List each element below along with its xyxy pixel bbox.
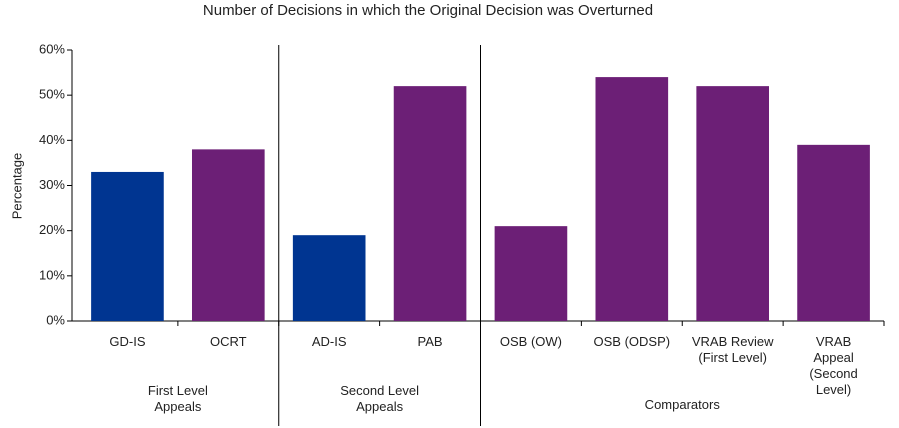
y-tick-label: 40% (39, 132, 65, 147)
group-label: First Level Appeals (147, 383, 208, 414)
y-tick-label: 30% (39, 177, 65, 192)
bar (494, 226, 568, 321)
x-tick-label: PAB (417, 334, 443, 349)
group-label: Second Level Appeals (340, 383, 420, 414)
y-tick-label: 60% (39, 41, 65, 56)
x-tick-label: VRAB Appeal (Second Level) (809, 334, 858, 397)
bar (191, 149, 265, 321)
y-tick-label: 0% (46, 312, 65, 327)
chart-title: Number of Decisions in which the Origina… (203, 2, 653, 19)
x-tick-label: AD-IS (311, 334, 347, 349)
bar (595, 77, 669, 321)
bar (696, 86, 770, 321)
x-tick-label: OSB (OW) (499, 334, 562, 349)
x-tick-label: VRAB Review (First Level) (691, 334, 774, 365)
y-axis-label: Percentage (9, 153, 24, 220)
x-tick-label: OSB (ODSP) (593, 334, 671, 349)
bar (292, 235, 366, 321)
bar (797, 144, 870, 321)
y-tick-label: 50% (39, 87, 65, 102)
x-tick-label: OCRT (210, 334, 247, 349)
x-tick-label: GD-IS (109, 334, 146, 349)
y-tick-label: 10% (39, 267, 65, 282)
bar (393, 86, 467, 321)
y-tick-label: 20% (39, 222, 65, 237)
bar (91, 171, 164, 321)
group-label: Comparators (644, 397, 720, 412)
